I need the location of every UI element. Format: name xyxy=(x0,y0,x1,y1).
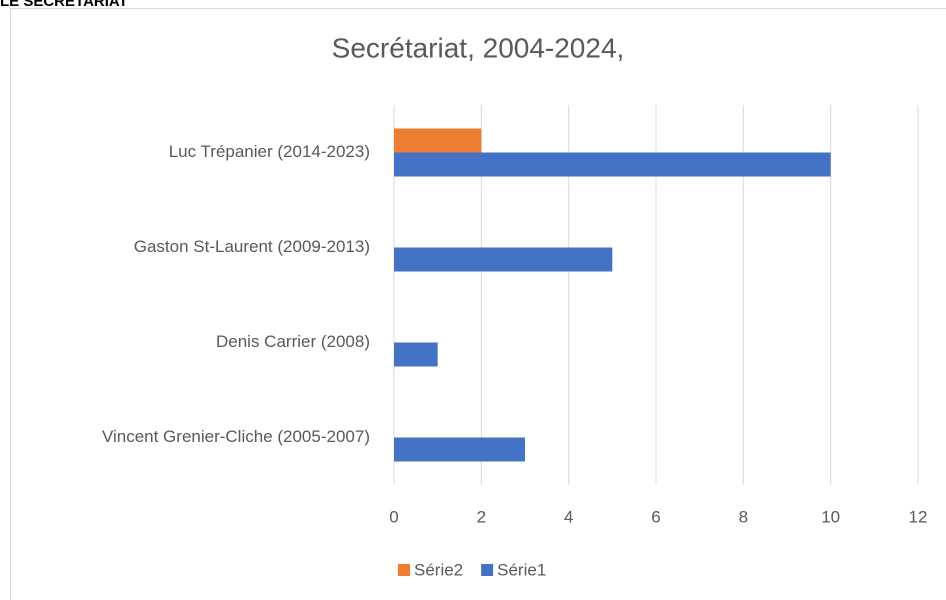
x-tick-label: 0 xyxy=(389,507,398,526)
x-tick-label: 6 xyxy=(651,507,660,526)
y-tick-label: Luc Trépanier (2014-2023) xyxy=(169,142,370,161)
legend-swatch xyxy=(398,564,410,576)
bar xyxy=(394,437,525,462)
bar xyxy=(394,128,482,153)
y-tick-label: Vincent Grenier-Cliche (2005-2007) xyxy=(102,427,370,446)
y-tick-label: Gaston St-Laurent (2009-2013) xyxy=(134,237,370,256)
legend-swatch xyxy=(481,564,494,576)
chart-title: Secrétariat, 2004-2024, xyxy=(332,32,625,63)
x-tick-label: 12 xyxy=(909,507,928,526)
legend-label: Série1 xyxy=(497,560,546,579)
x-tick-label: 10 xyxy=(821,507,840,526)
legend-label: Série2 xyxy=(414,560,463,579)
bar xyxy=(394,342,438,367)
x-tick-label: 2 xyxy=(477,507,486,526)
x-tick-label: 8 xyxy=(739,507,748,526)
chart-border xyxy=(10,8,946,600)
x-tick-label: 4 xyxy=(564,507,573,526)
page-header: LE SECRÉTARIAT xyxy=(0,0,128,10)
bar xyxy=(394,247,613,272)
bar xyxy=(394,152,831,177)
y-tick-label: Denis Carrier (2008) xyxy=(216,332,370,351)
